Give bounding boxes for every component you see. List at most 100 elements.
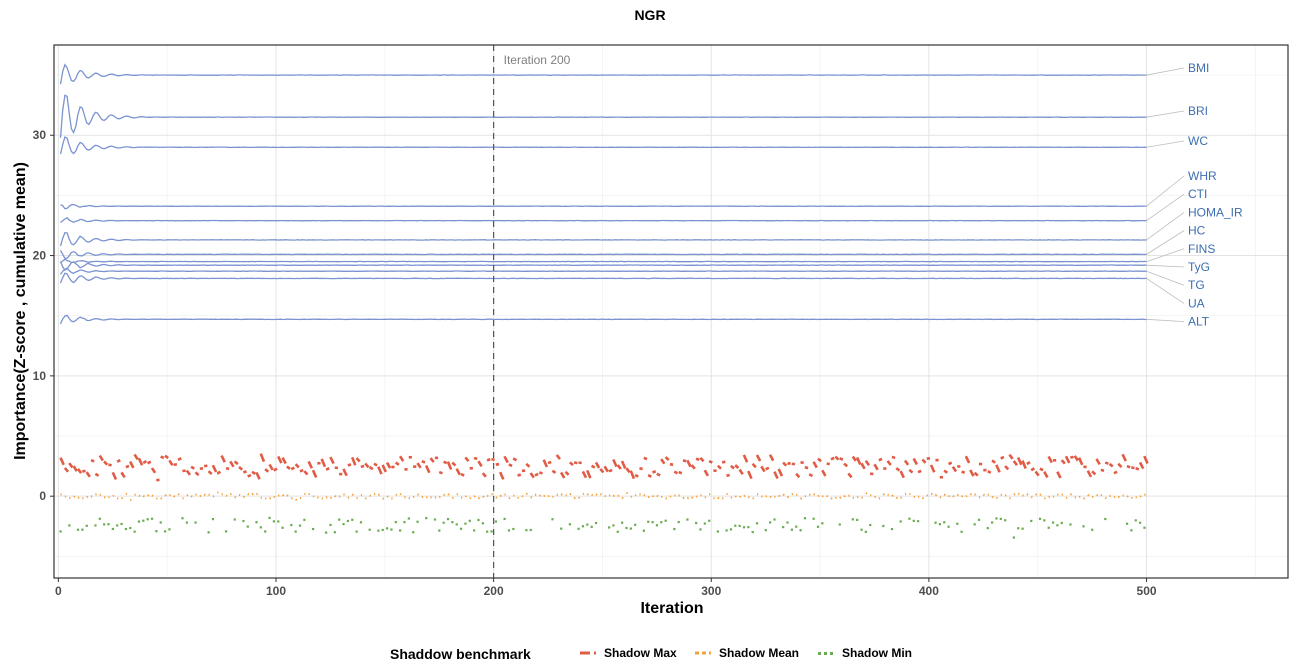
shadow-max-dash (274, 469, 277, 471)
shadow-max-dash (422, 461, 425, 462)
shadow-mean-dash (526, 493, 527, 494)
shadow-max-dash (174, 464, 177, 465)
shadow-min-point (1061, 522, 1063, 524)
shadow-min-point (77, 529, 79, 531)
shadow-max-dash (966, 456, 969, 463)
shadow-max-dash (1092, 471, 1095, 474)
shadow-min-point (813, 518, 815, 520)
shadow-max-dash (478, 461, 481, 466)
shadow-min-point (1052, 521, 1054, 523)
shadow-max-dash (948, 463, 951, 464)
shadow-max-dash (383, 465, 386, 472)
shadow-min-point (504, 518, 506, 520)
shadow-max-dash (744, 455, 747, 462)
shadow-max-dash (357, 458, 360, 461)
shadow-mean-dash (417, 494, 418, 495)
shadow-max-dash (439, 472, 442, 473)
shadow-mean-dash (204, 494, 205, 495)
shadow-max-dash (809, 474, 812, 476)
shadow-min-point (186, 521, 188, 523)
shadow-max-dash (217, 472, 220, 474)
shadow-max-dash (1101, 470, 1104, 471)
shadow-min-point (913, 520, 915, 522)
shadow-max-dash (235, 461, 238, 464)
shadow-min-point (856, 519, 858, 521)
shadow-mean-dash (383, 498, 384, 499)
shadow-max-dash (396, 463, 399, 465)
shadow-max-dash (309, 461, 312, 468)
shadow-min-point (699, 528, 701, 530)
shadow-min-point (282, 527, 284, 529)
shadow-max-dash (731, 466, 734, 469)
shadow-mean-dash (827, 496, 828, 497)
shadow-min-point (508, 529, 510, 531)
shadow-max-dash (361, 466, 364, 467)
shadow-min-point (804, 517, 806, 519)
shadow-max-dash (343, 469, 346, 476)
shadow-max-dash (918, 471, 921, 472)
shadow-mean-dash (753, 498, 754, 499)
shadow-min-point (325, 532, 327, 534)
shadow-min-point (717, 530, 719, 532)
shadow-mean-dash (970, 494, 971, 495)
shadow-min-point (255, 521, 257, 523)
shadow-max-dash (687, 460, 690, 466)
shadow-min-point (164, 530, 166, 532)
shadow-min-point (477, 519, 479, 521)
shadow-mean-dash (178, 494, 179, 495)
shadow-min-point (168, 528, 170, 530)
shadow-min-point (995, 517, 997, 519)
series-line-bri (61, 95, 1147, 138)
y-axis-title: Importance(Z-score , cumulative mean) (12, 162, 29, 460)
shadow-min-point (464, 523, 466, 525)
shadow-min-point (490, 530, 492, 532)
shadow-mean-dash (1062, 494, 1063, 495)
shadow-max-dash (195, 472, 198, 475)
shadow-mean-dash (465, 496, 466, 497)
shadow-min-point (860, 529, 862, 531)
shadow-mean-dash (648, 497, 649, 498)
shadow-mean-dash (644, 495, 645, 496)
shadow-min-point (438, 529, 440, 531)
shadow-mean-dash (783, 494, 784, 495)
shadow-min-point (94, 524, 96, 526)
shadow-min-point (643, 530, 645, 532)
shadow-min-point (416, 521, 418, 523)
shadow-max-dash (766, 468, 769, 469)
shadow-mean-dash (735, 496, 736, 497)
shadow-max-dash (1062, 460, 1065, 463)
shadow-max-dash (570, 462, 573, 465)
shadow-mean-dash (87, 497, 88, 498)
shadow-max-dash (796, 474, 799, 478)
shadow-max-dash (840, 458, 843, 459)
shadow-min-point (342, 523, 344, 525)
shadow-mean-dash (296, 499, 297, 500)
shadow-mean-dash (948, 496, 949, 497)
shadow-mean-dash (1088, 495, 1089, 496)
shadow-max-dash (879, 459, 882, 461)
shadow-max-dash (722, 462, 725, 463)
shadow-mean-dash (587, 494, 588, 495)
shadow-mean-dash (539, 495, 540, 496)
shadow-max-dash (761, 466, 764, 471)
shadow-mean-dash (561, 494, 562, 495)
shadow-min-point (1091, 529, 1093, 531)
shadow-max-dash (74, 466, 77, 471)
shadow-mean-dash (792, 494, 793, 495)
shadow-min-point (1004, 519, 1006, 521)
shadow-max-dash (814, 462, 817, 468)
shadow-mean-dash (883, 494, 884, 495)
shadow-min-point (1056, 524, 1058, 526)
shadow-mean-dash (287, 495, 288, 496)
shadow-max-dash (222, 456, 225, 463)
shadow-max-dash (726, 475, 729, 476)
shadow-max-dash (1036, 472, 1039, 476)
shadow-min-point (460, 528, 462, 530)
shadow-max-dash (256, 472, 259, 479)
shadow-min-point (582, 525, 584, 527)
shadow-mean-dash (1083, 498, 1084, 499)
shadow-max-dash (618, 465, 621, 469)
shadow-mean-dash (835, 497, 836, 498)
shadow-min-point (247, 525, 249, 527)
shadow-max-dash (844, 464, 847, 467)
